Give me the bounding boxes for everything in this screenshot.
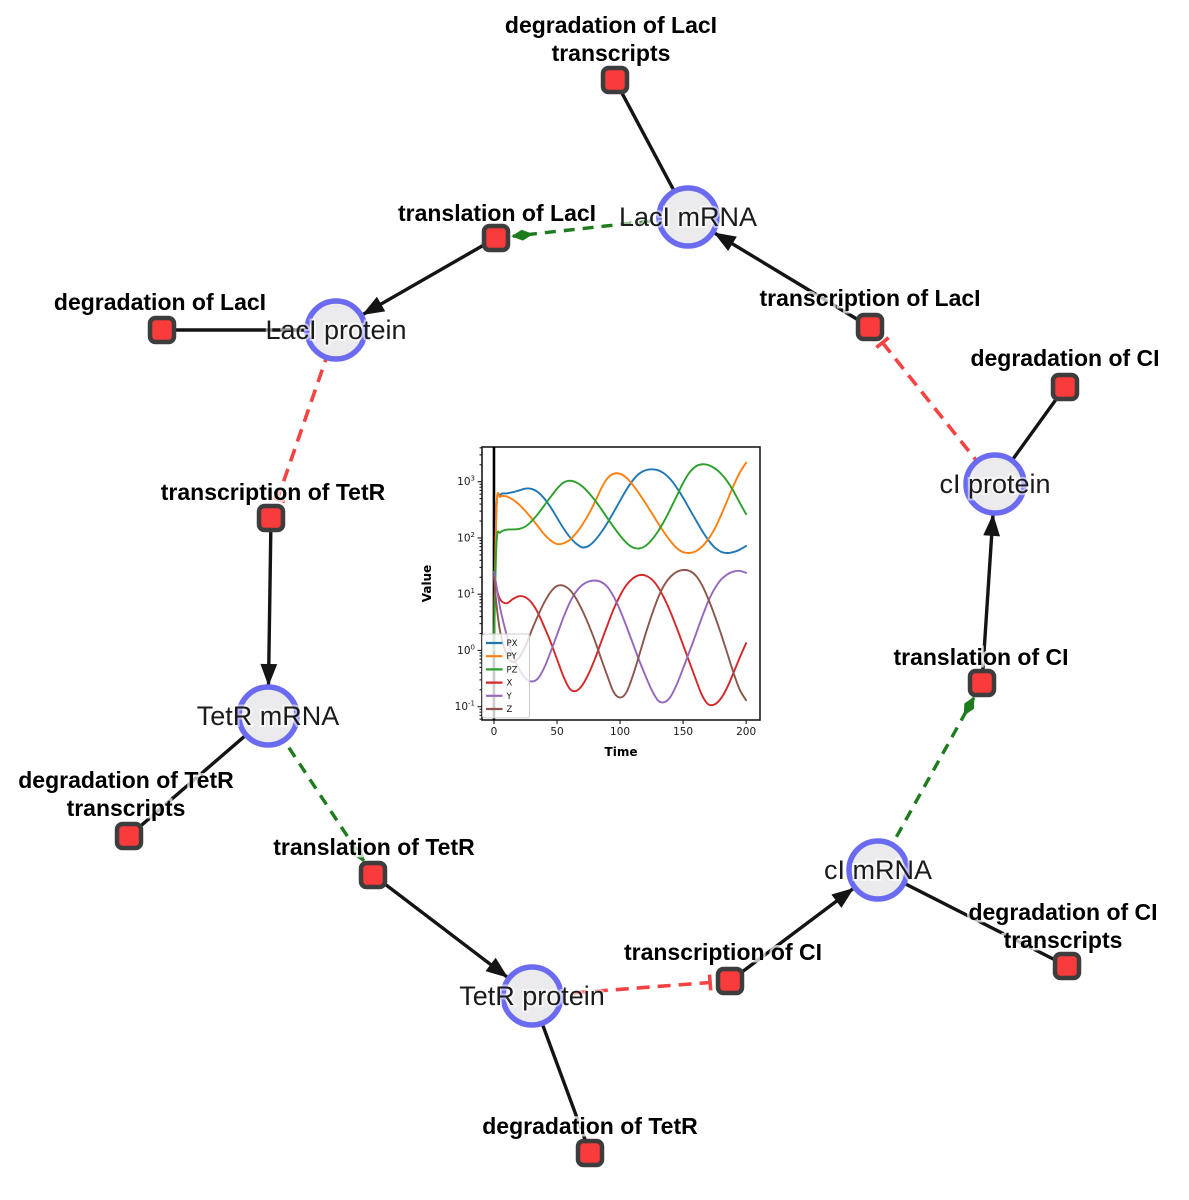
- species-node-tetr-mrna[interactable]: [236, 684, 300, 748]
- reaction-node-degradation-of-laci-transcripts[interactable]: [600, 65, 630, 95]
- legend-item-PZ: PZ: [486, 665, 518, 675]
- species-label-laci-mrna: LacI mRNA: [619, 202, 757, 232]
- reaction-label-degradation-of-laci-transcripts: degradation of LacI transcripts: [505, 12, 717, 66]
- legend-label: Y: [506, 692, 513, 702]
- reaction-label-degradation-of-laci: degradation of LacI: [54, 289, 266, 315]
- reaction-label-degradation-of-tetr-transcripts: degradation of TetR transcripts: [18, 767, 234, 821]
- reaction-label-transcription-of-ci: transcription of CI: [624, 939, 822, 965]
- x-axis-title: Time: [605, 745, 638, 759]
- species-label-tetr-mrna: TetR mRNA: [197, 701, 340, 731]
- reaction-node-translation-of-laci[interactable]: [481, 223, 511, 253]
- species-label-ci-mrna: cI mRNA: [824, 855, 932, 885]
- legend-item-X: X: [486, 679, 513, 689]
- reaction-label-degradation-of-tetr: degradation of TetR: [482, 1113, 698, 1139]
- species-node-tetr-protein[interactable]: [500, 964, 564, 1028]
- reaction-node-translation-of-ci[interactable]: [967, 668, 997, 698]
- x-tick-label: 0: [491, 726, 498, 738]
- series-curve-PZ: [493, 463, 748, 652]
- species-label-laci-protein: LacI protein: [265, 315, 406, 345]
- y-tick-label: 103: [457, 475, 475, 489]
- reaction-label-translation-of-tetr: translation of TetR: [273, 834, 475, 860]
- legend: PX PY PZ XYZ: [482, 633, 530, 719]
- reaction-node-degradation-of-tetr-transcripts[interactable]: [114, 821, 144, 851]
- edge-transcription-of-tetr--tetr-mrna: [260, 517, 278, 686]
- reaction-node-degradation-of-ci[interactable]: [1050, 372, 1080, 402]
- series-curve-PX: [493, 468, 748, 652]
- y-tick-label: 100: [457, 643, 475, 657]
- series-curve-PY: [493, 461, 748, 652]
- legend-label: X: [507, 679, 513, 689]
- x-tick-label: 150: [673, 726, 693, 738]
- edge-ci-mrna--translation-of-ci: [876, 696, 976, 871]
- legend-item-PY: PY: [486, 652, 517, 662]
- legend-item-PX: PX: [486, 639, 518, 649]
- edge-transcription-of-laci--laci-mrna: [713, 231, 871, 329]
- plot-series-group: [492, 447, 748, 720]
- reaction-label-degradation-of-ci-transcripts: degradation of CI transcripts: [968, 899, 1157, 953]
- legend-label: PY: [507, 652, 518, 662]
- legend-label: PZ: [507, 665, 518, 675]
- time-series-inset-chart: 0 50 100 150 20010310210110010-1TimeValuePXP…: [420, 446, 761, 759]
- reaction-node-degradation-of-laci[interactable]: [147, 315, 177, 345]
- x-tick-label: 200: [736, 726, 756, 738]
- y-axis-title: Value: [420, 565, 434, 603]
- reaction-node-translation-of-tetr[interactable]: [358, 860, 388, 890]
- edge-transcription-of-ci--ci-mrna: [728, 887, 855, 983]
- y-tick-label: 10-1: [455, 700, 475, 714]
- x-tick-label: 50: [550, 726, 563, 738]
- axis-ticks: 0 50 100 150 200 103 102 101 100 10-1: [455, 447, 756, 738]
- nodes-layer: [114, 65, 1082, 1168]
- y-tick-label: 101: [457, 587, 475, 601]
- reaction-label-translation-of-ci: translation of CI: [893, 644, 1068, 670]
- reaction-label-transcription-of-laci: transcription of LacI: [759, 285, 980, 311]
- species-node-ci-protein[interactable]: [963, 452, 1027, 516]
- reaction-node-transcription-of-tetr[interactable]: [256, 503, 286, 533]
- legend-item-Y: Y: [486, 692, 513, 702]
- species-label-ci-protein: cI protein: [939, 469, 1050, 499]
- series-curve-Z: [493, 568, 748, 702]
- edge-translation-of-ci--ci-protein: [980, 513, 1001, 684]
- species-label-tetr-protein: TetR protein: [459, 981, 605, 1011]
- species-node-ci-mrna[interactable]: [846, 838, 910, 902]
- series-curve-Y: [493, 569, 748, 704]
- reaction-label-translation-of-laci: translation of LacI: [398, 200, 596, 226]
- species-node-laci-protein[interactable]: [304, 298, 368, 362]
- reaction-label-degradation-of-ci: degradation of CI: [970, 345, 1159, 371]
- legend-label: PX: [507, 639, 518, 649]
- labels-layer: LacI mRNA LacI protein cI protein TetR mRNA…: [16, 10, 1162, 1142]
- reaction-node-transcription-of-ci[interactable]: [715, 966, 745, 996]
- edge-translation-of-tetr--tetr-protein: [371, 873, 509, 979]
- y-tick-label: 102: [457, 531, 475, 545]
- reaction-label-transcription-of-tetr: transcription of TetR: [161, 479, 386, 505]
- legend-label: Z: [507, 705, 513, 715]
- legend-box: [482, 633, 530, 719]
- legend-item-Z: Z: [486, 705, 513, 715]
- reaction-node-transcription-of-laci[interactable]: [855, 312, 885, 342]
- x-tick-label: 100: [610, 726, 630, 738]
- species-node-laci-mrna[interactable]: [656, 185, 720, 249]
- reaction-node-degradation-of-ci-transcripts[interactable]: [1052, 951, 1082, 981]
- edge-degradation-of-ci-transcripts--ci-mrna: [877, 868, 1068, 968]
- reaction-node-degradation-of-tetr[interactable]: [575, 1138, 605, 1168]
- edge-translation-of-laci--laci-protein: [362, 236, 497, 316]
